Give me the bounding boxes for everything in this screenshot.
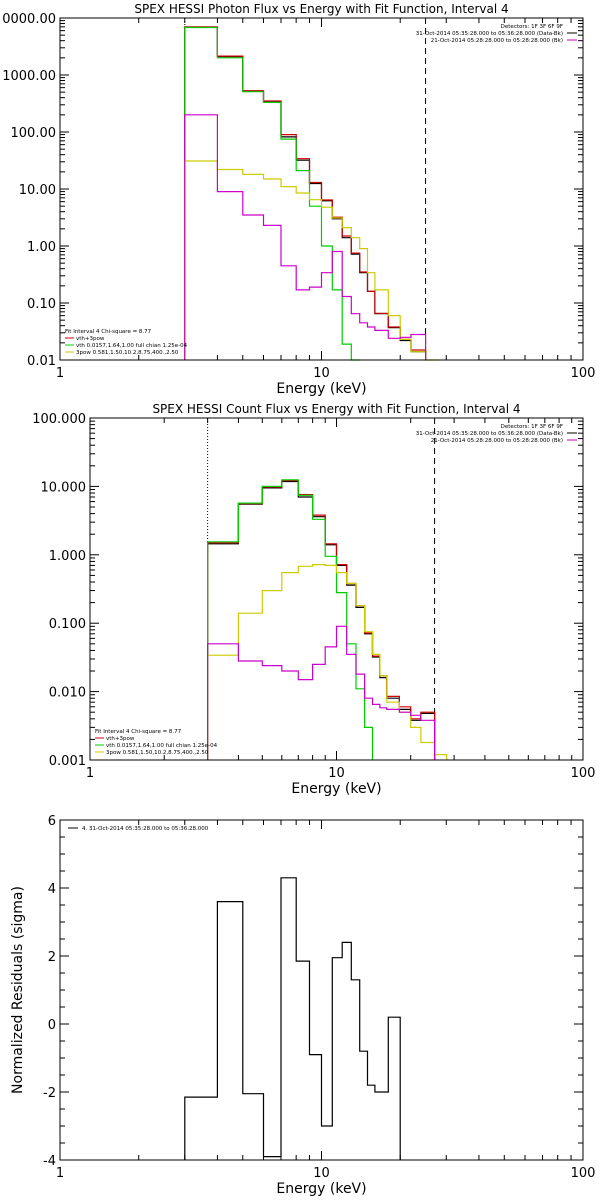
legend-text: Detectors: 1F 3F 6F 9F <box>501 24 563 30</box>
y-tick-label: 0.01 <box>27 354 56 369</box>
legend-text: vth 0.0157,1.64,1.00 full chian 1.25e-04 <box>106 743 218 749</box>
y-tick-label: 1000.00 <box>2 69 56 84</box>
legend-text: 31-Oct-2014 05:35:28.000 to 05:36:28.000… <box>416 431 563 437</box>
x-axis-label: Energy (keV) <box>276 381 366 397</box>
x-tick-label: 100 <box>571 366 596 381</box>
y-tick-label: 6 <box>48 814 56 829</box>
chart-1: SPEX HESSI Photon Flux vs Energy with Fi… <box>2 2 595 397</box>
series-5-line <box>207 625 436 760</box>
x-tick-label: 1 <box>56 366 64 381</box>
legend-text: vth 0.0157,1.64,1.00 full chian 1.25e-04 <box>76 343 188 349</box>
legend-text: Fit Interval 4 Chi-square = 8.77 <box>95 729 182 735</box>
y-tick-label: 100.000 <box>32 412 86 427</box>
series-4-line <box>184 160 439 361</box>
x-axis-label: Energy (keV) <box>276 1181 366 1197</box>
y-tick-label: 1.00 <box>27 240 56 255</box>
chart-2: SPEX HESSI Count Flux vs Energy with Fit… <box>32 402 595 797</box>
series-2-line <box>184 26 427 360</box>
legend-text: 3pow 0.581,1.50,10.2,8.75,400.,2.50 <box>76 350 179 356</box>
y-tick-label: 0.100 <box>49 617 86 632</box>
series-4-line <box>207 564 448 760</box>
chart-title: SPEX HESSI Count Flux vs Energy with Fit… <box>152 402 520 416</box>
y-tick-label: 0.010 <box>49 686 86 701</box>
y-tick-label: 2 <box>48 950 56 965</box>
y-tick-label: 0000.00 <box>2 12 56 27</box>
legend-text: vth+3pow <box>106 736 135 742</box>
y-tick-label: 100.00 <box>11 126 57 141</box>
y-tick-label: 0.001 <box>49 754 86 769</box>
plot-frame <box>59 819 584 1161</box>
x-tick-label: 1 <box>56 1166 64 1181</box>
series-3-line <box>207 479 374 760</box>
y-tick-label: -4 <box>43 1154 56 1169</box>
x-tick-label: 10 <box>313 366 330 381</box>
legend-text: 4. 31-Oct-2014 05:35:28.000 to 05:36:28.… <box>82 826 209 832</box>
y-tick-label: 0.10 <box>27 297 56 312</box>
legend-text: 21-Oct-2014 05:28:28.000 to 05:28:28.000… <box>431 38 563 44</box>
series-5-line <box>184 114 427 360</box>
chart-3: 1 10 100 6 4 2 0 -2 -4 Energy (keV) Normalized Res… <box>10 814 595 1197</box>
x-tick-label: 10 <box>313 1166 330 1181</box>
y-tick-label: -2 <box>43 1086 56 1101</box>
y-tick-label: 1.000 <box>49 549 86 564</box>
y-tick-label: 0 <box>48 1018 56 1033</box>
y-axis-label: Normalized Residuals (sigma) <box>10 886 26 1094</box>
x-axis-label: Energy (keV) <box>291 781 381 797</box>
y-tick-label: 4 <box>48 882 56 897</box>
x-tick-label: 10 <box>328 766 345 781</box>
legend-text: 21-Oct-2014 05:28:28.000 to 05:28:28.000… <box>431 438 563 444</box>
series-1-line <box>184 877 401 1160</box>
legend-text: Fit Interval 4 Chi-square = 8.77 <box>65 329 152 335</box>
legend-text: 31-Oct-2014 05:35:28.000 to 05:36:28.000… <box>416 31 563 37</box>
plot-frame <box>59 17 584 361</box>
y-tick-label: 10.000 <box>41 480 87 495</box>
x-tick-label: 100 <box>571 766 596 781</box>
series-2-line <box>207 479 436 760</box>
plot-frame <box>89 417 584 761</box>
legend-text: 3pow 0.581,1.50,10.2,8.75,400.,2.50 <box>106 750 209 756</box>
y-tick-label: 10.00 <box>19 183 56 198</box>
series-3-line <box>184 26 360 361</box>
legend-text: Detectors: 1F 3F 6F 9F <box>501 424 563 430</box>
chart-title: SPEX HESSI Photon Flux vs Energy with Fi… <box>134 2 508 16</box>
series-1-line <box>207 480 436 760</box>
legend-text: vth+3pow <box>76 336 105 342</box>
x-tick-label: 100 <box>571 1166 596 1181</box>
x-tick-label: 1 <box>86 766 94 781</box>
